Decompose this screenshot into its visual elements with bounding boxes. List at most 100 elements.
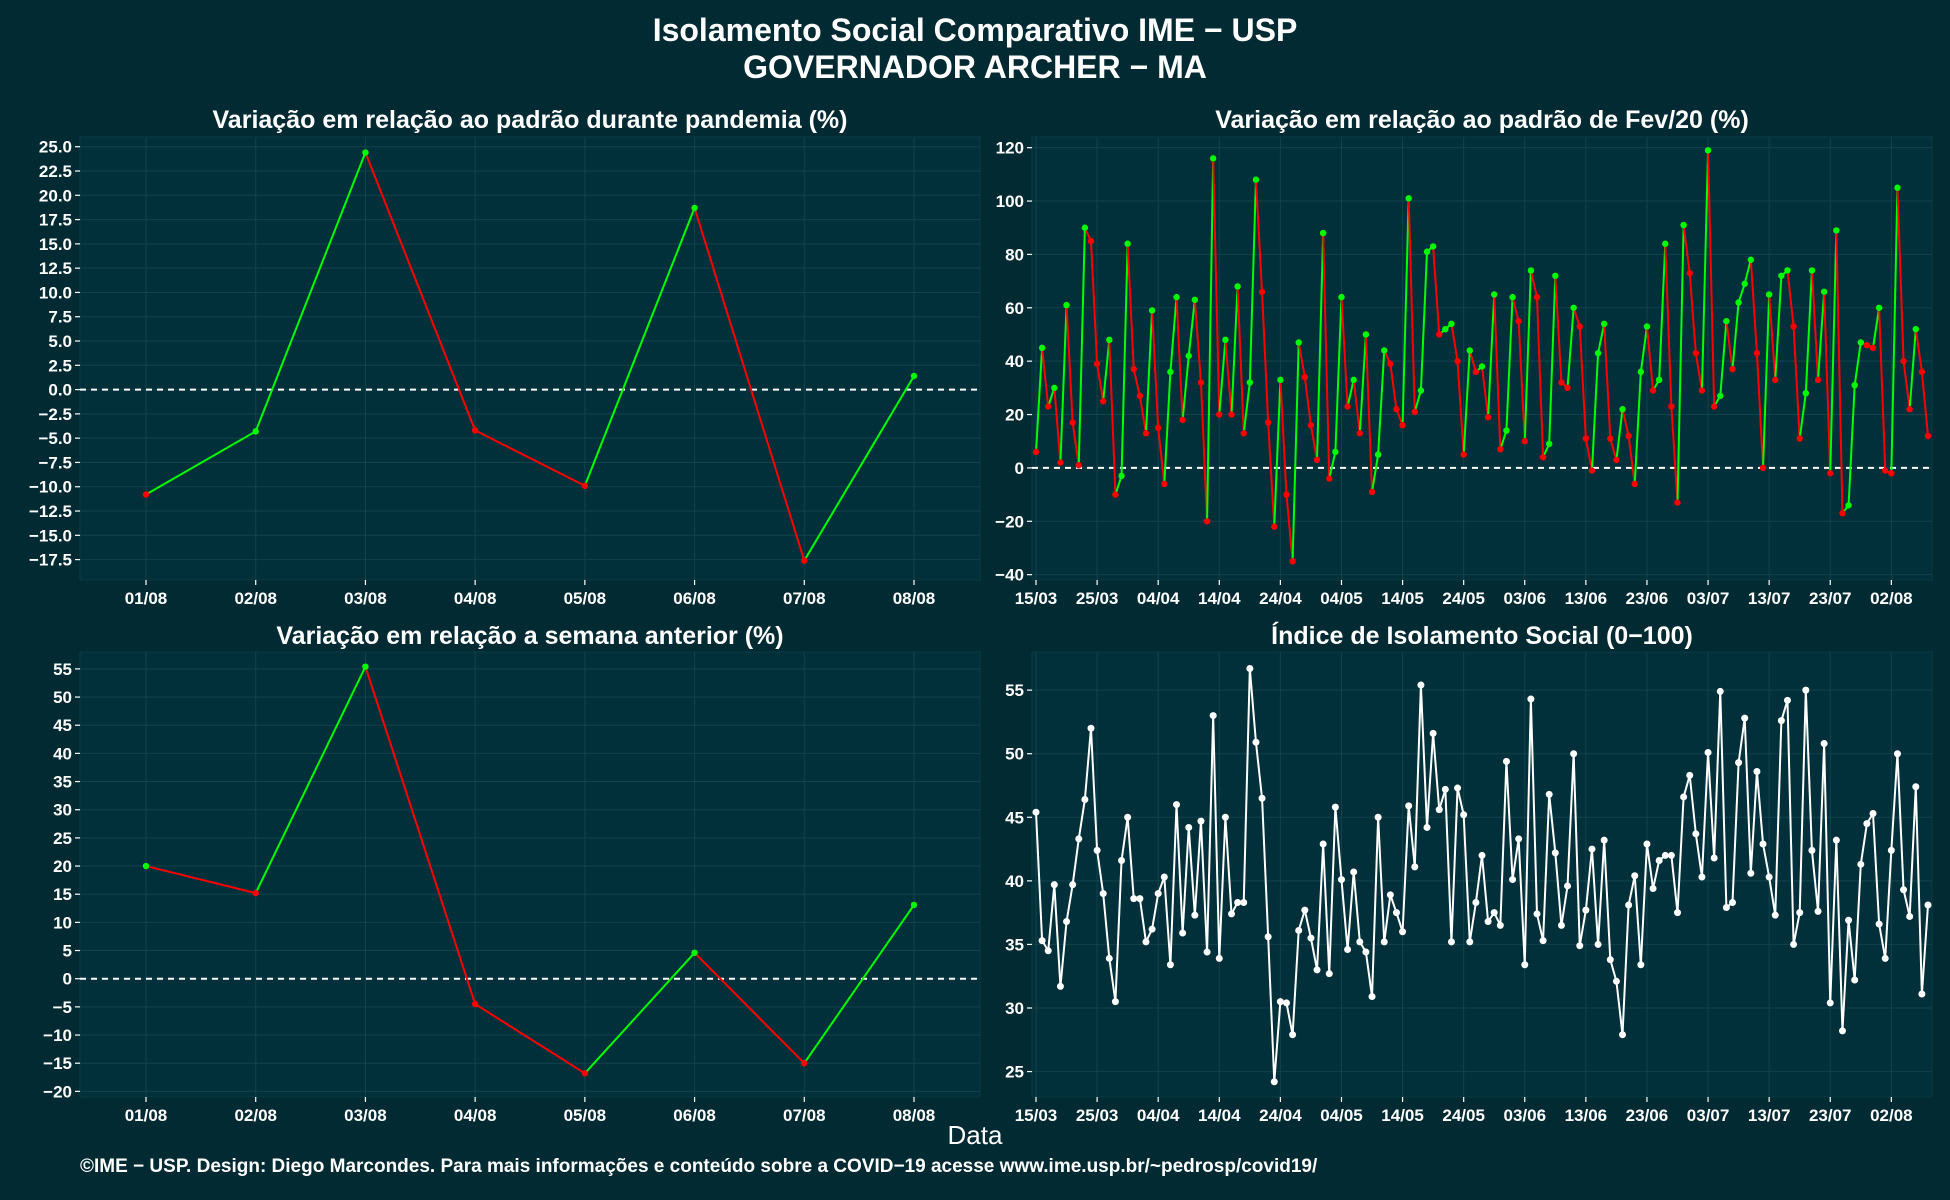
line-segment — [1371, 817, 1380, 997]
data-point — [1228, 411, 1235, 418]
line-segment — [1914, 786, 1923, 995]
line-segment — [1645, 326, 1655, 391]
data-point — [1264, 933, 1272, 941]
line-segment — [1346, 379, 1355, 407]
data-point — [1912, 783, 1920, 791]
line-segment — [1108, 958, 1117, 1002]
y-tick-label: 2.5 — [48, 356, 72, 375]
line-segment — [1438, 789, 1447, 810]
data-point — [1674, 909, 1682, 917]
data-point — [1038, 344, 1046, 352]
line-segment — [1096, 363, 1105, 402]
line-segment — [1633, 371, 1642, 484]
data-point — [1331, 803, 1339, 811]
data-point — [1588, 467, 1596, 474]
x-tick-label: 04/08 — [454, 1106, 497, 1125]
y-tick-label: 25 — [53, 829, 72, 848]
data-point — [1032, 808, 1040, 816]
line-segment — [1670, 406, 1679, 503]
line-segment — [1181, 827, 1190, 934]
chart-title: Variação em relação a semana anterior (%… — [276, 622, 783, 650]
y-tick-label: 15.0 — [39, 235, 72, 254]
data-point — [1417, 681, 1425, 689]
x-tick-label: 23/07 — [1809, 1106, 1852, 1125]
y-tick-label: 20.0 — [39, 186, 72, 205]
data-point — [1588, 845, 1596, 853]
x-tick-label: 13/06 — [1565, 1106, 1608, 1125]
data-point — [1032, 448, 1040, 456]
data-point — [1295, 926, 1303, 934]
x-tick-label: 02/08 — [234, 1106, 277, 1125]
line-segment — [1835, 230, 1844, 514]
data-point — [1851, 381, 1858, 389]
line-segment — [1456, 361, 1465, 455]
data-point — [1368, 488, 1376, 496]
data-point — [1741, 714, 1749, 722]
y-tick-label: 40 — [1005, 352, 1024, 371]
data-point — [1356, 430, 1364, 437]
line-segment — [1682, 775, 1691, 798]
line-segment — [1230, 286, 1239, 415]
line-segment — [1462, 814, 1471, 942]
data-point — [1906, 912, 1914, 920]
data-point — [1393, 406, 1400, 413]
data-point — [1063, 918, 1071, 926]
data-point — [1350, 376, 1357, 384]
data-point — [1179, 929, 1187, 937]
data-point — [1106, 336, 1113, 344]
data-point — [1301, 906, 1309, 914]
data-point — [1429, 243, 1437, 250]
line-segment — [1511, 838, 1520, 880]
data-point — [1539, 454, 1547, 461]
line-segment — [145, 865, 256, 895]
line-segment — [1505, 761, 1514, 880]
x-tick-label: 04/05 — [1320, 1106, 1363, 1125]
line-segment — [1169, 804, 1178, 965]
data-point — [1814, 907, 1822, 915]
data-point — [1796, 909, 1804, 917]
data-point — [1313, 966, 1321, 974]
line-segment — [1578, 909, 1587, 946]
line-segment — [1694, 353, 1703, 391]
line-segment — [1059, 305, 1068, 463]
line-segment — [1267, 422, 1276, 527]
line-segment — [1829, 840, 1838, 1003]
data-point — [1924, 901, 1932, 909]
data-point — [1924, 432, 1932, 440]
data-point — [1478, 851, 1486, 859]
y-tick-label: 25.0 — [39, 138, 72, 157]
line-segment — [1688, 775, 1697, 834]
line-segment — [1517, 838, 1526, 965]
line-segment — [1248, 179, 1257, 383]
data-point — [1472, 368, 1480, 376]
data-point — [1533, 910, 1541, 918]
y-tick-label: 120 — [996, 139, 1024, 158]
line-segment — [1071, 422, 1080, 466]
line-segment — [1603, 840, 1612, 960]
data-point — [1381, 347, 1388, 354]
data-point — [1778, 272, 1785, 279]
data-point — [1337, 876, 1345, 884]
data-point — [1130, 895, 1138, 903]
line-segment — [1823, 291, 1832, 474]
data-point — [1527, 695, 1535, 703]
data-point — [1875, 304, 1883, 311]
x-tick-label: 03/08 — [344, 1106, 387, 1125]
line-segment — [1896, 187, 1905, 362]
data-point — [1240, 898, 1248, 906]
data-point — [1882, 467, 1889, 474]
line-segment — [1047, 884, 1056, 951]
data-point — [1735, 759, 1743, 767]
data-point — [1539, 937, 1547, 945]
line-segment — [1786, 270, 1795, 327]
data-point — [910, 372, 918, 380]
data-point — [1478, 363, 1486, 370]
data-point — [1197, 379, 1205, 386]
line-segment — [1517, 321, 1526, 442]
line-segment — [1780, 700, 1789, 721]
line-segment — [1407, 805, 1416, 867]
line-segment — [1664, 243, 1673, 407]
data-point — [1252, 738, 1260, 746]
data-point — [1484, 414, 1492, 421]
line-segment — [1566, 753, 1575, 886]
